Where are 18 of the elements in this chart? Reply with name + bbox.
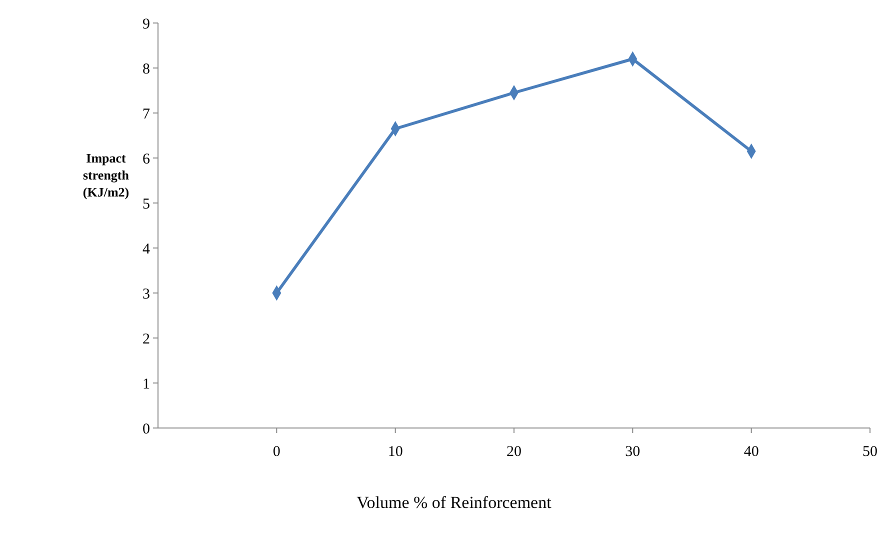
y-tick-label: 2	[142, 331, 150, 348]
y-tick-label: 6	[142, 151, 150, 168]
x-axis-title: Volume % of Reinforcement	[356, 493, 552, 512]
x-tick-label: 10	[388, 444, 403, 460]
x-tick-label: 0	[272, 444, 280, 460]
y-tick-label: 7	[142, 106, 150, 122]
y-tick-label: 5	[142, 196, 150, 212]
y-tick-label: 3	[142, 286, 150, 302]
x-tick-label: 50	[862, 444, 878, 460]
x-tick-label: 40	[744, 444, 759, 460]
y-axis-title: Impact strength (KJ/m2)	[82, 150, 130, 200]
y-tick-label: 1	[142, 376, 150, 392]
y-tick-label: 0	[142, 421, 150, 438]
x-tick-label: 20	[506, 444, 522, 460]
y-tick-label: 9	[142, 16, 150, 32]
x-tick-label: 30	[625, 444, 640, 460]
y-tick-label: 4	[142, 241, 150, 258]
y-tick-label: 8	[142, 61, 150, 78]
